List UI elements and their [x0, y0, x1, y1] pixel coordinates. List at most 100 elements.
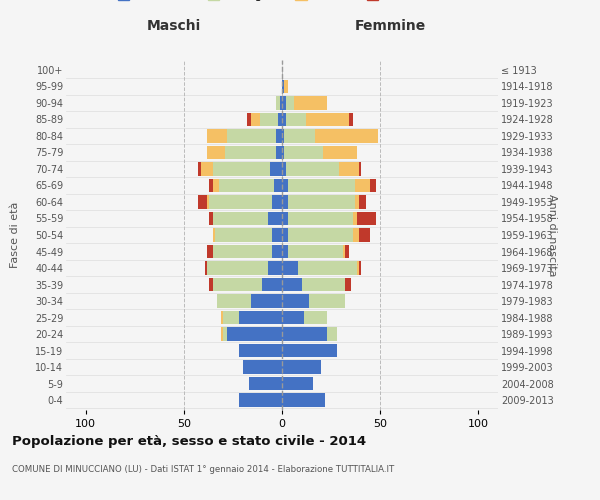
- Bar: [262, 278, 282, 291]
- Bar: [225, 146, 276, 159]
- Bar: [316, 130, 378, 142]
- Bar: [288, 228, 353, 241]
- Bar: [284, 80, 288, 93]
- Bar: [353, 228, 359, 241]
- Bar: [305, 113, 349, 126]
- Bar: [282, 377, 313, 390]
- Text: COMUNE DI MINUCCIANO (LU) - Dati ISTAT 1° gennaio 2014 - Elaborazione TUTTITALIA: COMUNE DI MINUCCIANO (LU) - Dati ISTAT 1…: [12, 465, 394, 474]
- Bar: [213, 179, 219, 192]
- Bar: [359, 228, 370, 241]
- Bar: [270, 162, 282, 175]
- Bar: [208, 196, 209, 208]
- Bar: [282, 311, 304, 324]
- Bar: [359, 162, 361, 175]
- Bar: [223, 328, 227, 340]
- Bar: [247, 113, 251, 126]
- Bar: [239, 344, 282, 357]
- Bar: [251, 113, 260, 126]
- Bar: [272, 196, 282, 208]
- Bar: [286, 96, 294, 110]
- Bar: [276, 146, 282, 159]
- Bar: [278, 113, 282, 126]
- Bar: [345, 278, 351, 291]
- Bar: [304, 311, 327, 324]
- Bar: [355, 179, 370, 192]
- Bar: [282, 228, 288, 241]
- Bar: [288, 245, 343, 258]
- Legend: Celibi/Nubili, Coniugati/e, Vedovi/e, Divorziati/e: Celibi/Nubili, Coniugati/e, Vedovi/e, Di…: [116, 0, 448, 4]
- Bar: [209, 196, 272, 208]
- Bar: [370, 179, 376, 192]
- Bar: [355, 196, 359, 208]
- Bar: [209, 179, 213, 192]
- Bar: [356, 262, 359, 274]
- Bar: [208, 146, 225, 159]
- Bar: [215, 228, 272, 241]
- Bar: [282, 360, 321, 374]
- Bar: [221, 328, 223, 340]
- Bar: [268, 212, 282, 225]
- Text: Maschi: Maschi: [147, 18, 201, 32]
- Bar: [282, 212, 288, 225]
- Bar: [284, 130, 316, 142]
- Bar: [227, 130, 276, 142]
- Bar: [327, 328, 337, 340]
- Bar: [209, 212, 213, 225]
- Text: Fasce di età: Fasce di età: [10, 202, 20, 268]
- Bar: [323, 146, 356, 159]
- Bar: [282, 162, 286, 175]
- Bar: [288, 196, 355, 208]
- Bar: [239, 394, 282, 406]
- Bar: [217, 294, 251, 308]
- Bar: [286, 162, 339, 175]
- Bar: [205, 262, 208, 274]
- Bar: [282, 328, 327, 340]
- Bar: [208, 245, 213, 258]
- Bar: [282, 278, 302, 291]
- Bar: [286, 113, 305, 126]
- Bar: [260, 113, 278, 126]
- Bar: [219, 179, 274, 192]
- Bar: [221, 311, 223, 324]
- Bar: [282, 245, 288, 258]
- Bar: [282, 262, 298, 274]
- Bar: [339, 162, 359, 175]
- Bar: [282, 394, 325, 406]
- Bar: [272, 245, 282, 258]
- Bar: [213, 162, 270, 175]
- Bar: [243, 360, 282, 374]
- Bar: [294, 96, 327, 110]
- Bar: [280, 96, 282, 110]
- Bar: [284, 146, 323, 159]
- Bar: [202, 162, 213, 175]
- Bar: [276, 130, 282, 142]
- Bar: [343, 245, 345, 258]
- Text: Popolazione per età, sesso e stato civile - 2014: Popolazione per età, sesso e stato civil…: [12, 435, 366, 448]
- Bar: [251, 294, 282, 308]
- Bar: [208, 130, 227, 142]
- Bar: [282, 130, 284, 142]
- Bar: [197, 162, 202, 175]
- Bar: [282, 113, 286, 126]
- Bar: [356, 212, 376, 225]
- Bar: [359, 196, 367, 208]
- Bar: [213, 278, 262, 291]
- Bar: [288, 179, 355, 192]
- Bar: [239, 311, 282, 324]
- Bar: [359, 262, 361, 274]
- Bar: [349, 113, 353, 126]
- Bar: [345, 245, 349, 258]
- Bar: [353, 212, 356, 225]
- Bar: [272, 228, 282, 241]
- Bar: [274, 179, 282, 192]
- Bar: [282, 344, 337, 357]
- Bar: [276, 96, 280, 110]
- Bar: [248, 377, 282, 390]
- Bar: [213, 228, 215, 241]
- Bar: [282, 196, 288, 208]
- Bar: [208, 262, 268, 274]
- Bar: [209, 278, 213, 291]
- Bar: [288, 212, 353, 225]
- Bar: [282, 96, 286, 110]
- Bar: [282, 146, 284, 159]
